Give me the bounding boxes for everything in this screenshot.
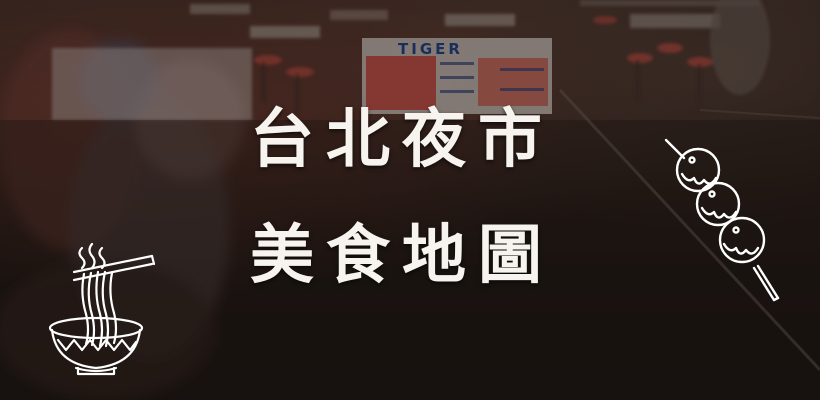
noodle-bowl-icon xyxy=(48,242,156,376)
title-line-1: 台北夜市 xyxy=(250,102,554,177)
menu-board-sign: TIGER xyxy=(398,40,463,58)
banner-title: 台北夜市 美食地圖 xyxy=(250,108,590,288)
meatball-skewer-icon xyxy=(664,138,780,302)
menu-boards: TIGER xyxy=(52,38,552,120)
title-line-2: 美食地圖 xyxy=(250,218,554,293)
stall-furniture xyxy=(190,0,770,114)
